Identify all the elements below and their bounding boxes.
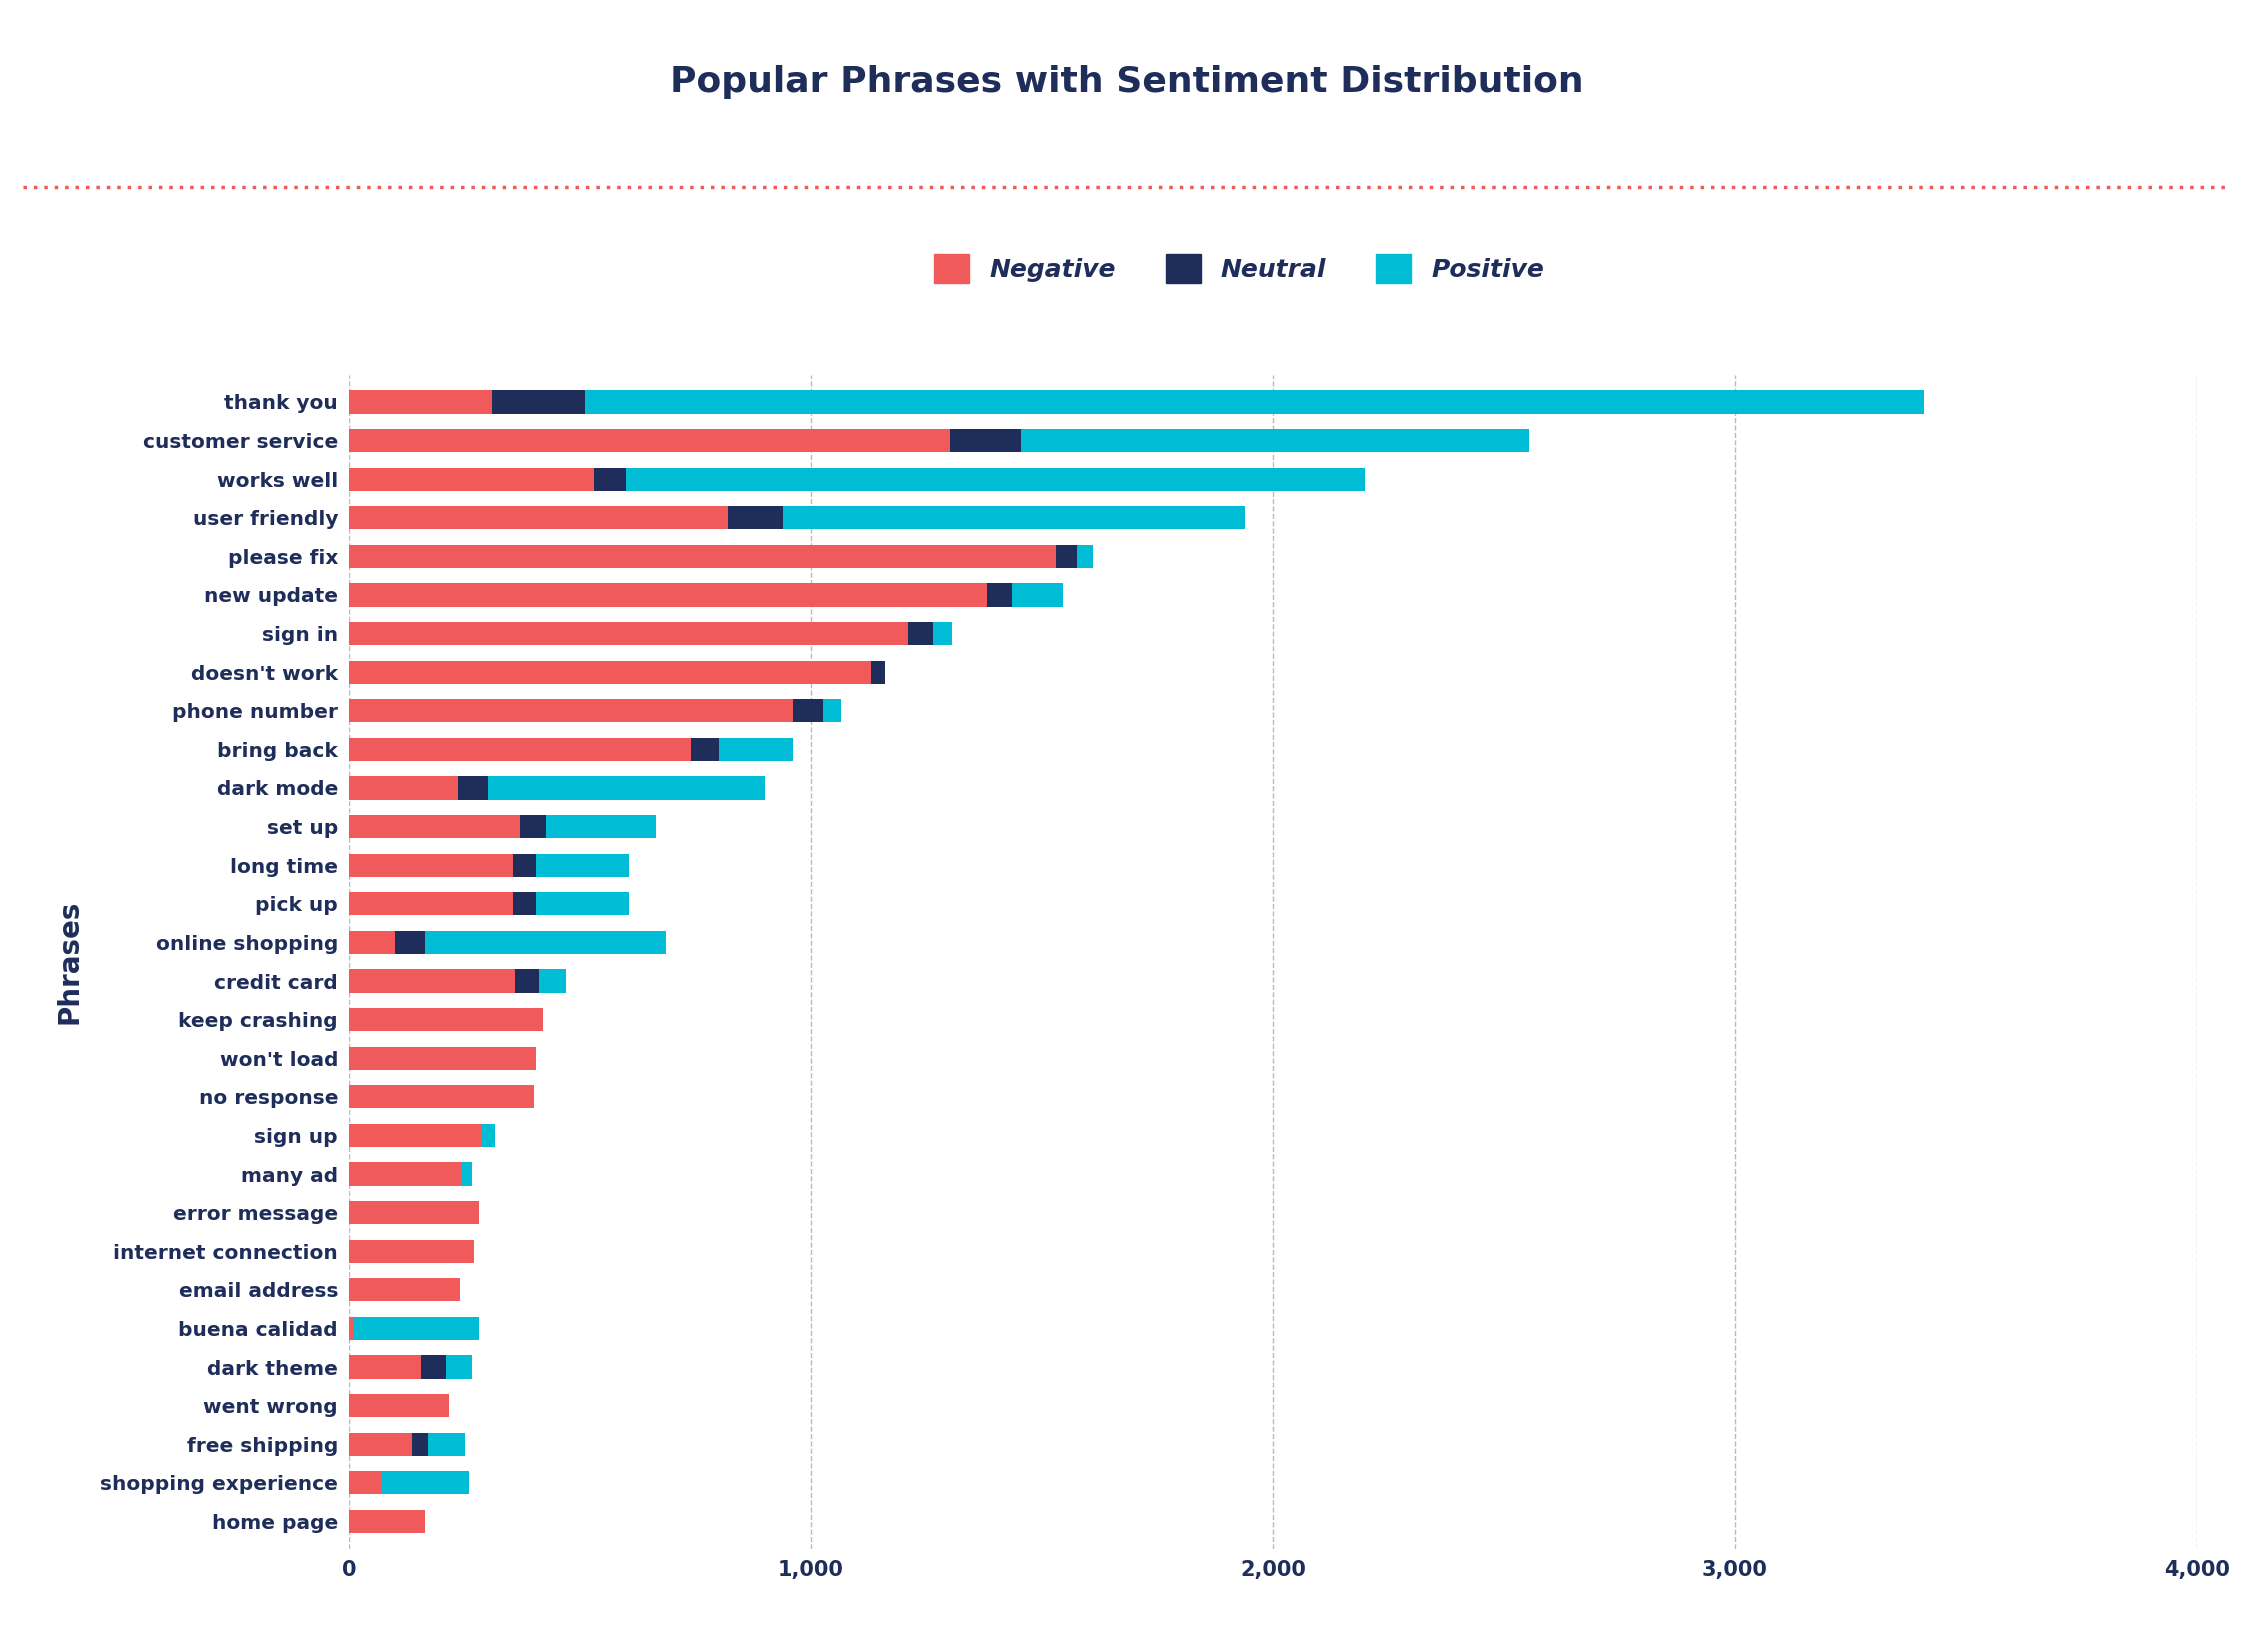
Bar	[428, 1433, 464, 1456]
Bar	[692, 738, 719, 761]
Bar	[487, 776, 764, 800]
Bar	[822, 699, 840, 722]
Bar	[349, 854, 514, 877]
Bar	[987, 584, 1012, 606]
Bar	[545, 815, 656, 838]
Bar	[480, 1123, 496, 1148]
Bar	[349, 1007, 543, 1032]
Bar	[516, 970, 538, 993]
Bar	[349, 738, 692, 761]
Bar	[349, 429, 951, 452]
Bar	[493, 390, 586, 414]
Bar	[349, 584, 987, 606]
Legend: Negative, Neutral, Positive: Negative, Neutral, Positive	[924, 244, 1555, 293]
Bar	[349, 1356, 421, 1379]
Bar	[349, 1509, 426, 1534]
Bar	[349, 660, 872, 683]
Bar	[446, 1356, 471, 1379]
Bar	[349, 1201, 478, 1224]
Bar	[520, 815, 545, 838]
Bar	[349, 699, 793, 722]
Bar	[462, 1162, 471, 1185]
Bar	[719, 738, 793, 761]
Bar	[586, 390, 1924, 414]
Bar	[784, 507, 1246, 530]
Bar	[394, 931, 426, 954]
Bar	[908, 623, 933, 645]
Bar	[1077, 544, 1093, 567]
Bar	[412, 1433, 428, 1456]
Bar	[349, 1086, 534, 1108]
Bar	[457, 776, 487, 800]
Bar	[536, 854, 629, 877]
Bar	[349, 1278, 460, 1301]
Bar	[538, 970, 566, 993]
Bar	[426, 931, 665, 954]
Bar	[349, 776, 457, 800]
Bar	[349, 623, 908, 645]
Bar	[1012, 584, 1063, 606]
Bar	[349, 1162, 462, 1185]
Bar	[349, 892, 514, 916]
Bar	[514, 854, 536, 877]
Bar	[349, 815, 520, 838]
Bar	[349, 390, 493, 414]
Bar	[349, 1394, 448, 1416]
Bar	[1057, 544, 1077, 567]
Bar	[536, 892, 629, 916]
Bar	[933, 623, 953, 645]
Bar	[349, 1317, 354, 1340]
Bar	[626, 468, 1365, 491]
Bar	[421, 1356, 446, 1379]
Bar	[349, 507, 728, 530]
Bar	[1021, 429, 1530, 452]
Bar	[349, 931, 394, 954]
Text: Popular Phrases with Sentiment Distribution: Popular Phrases with Sentiment Distribut…	[669, 65, 1584, 99]
Y-axis label: Phrases: Phrases	[56, 900, 83, 1024]
Bar	[349, 468, 595, 491]
Bar	[349, 970, 516, 993]
Bar	[349, 1123, 480, 1148]
Bar	[514, 892, 536, 916]
Bar	[951, 429, 1021, 452]
Bar	[793, 699, 822, 722]
Bar	[728, 507, 784, 530]
Bar	[872, 660, 885, 683]
Bar	[349, 1046, 536, 1069]
Bar	[349, 544, 1057, 567]
Bar	[381, 1472, 469, 1495]
Bar	[595, 468, 626, 491]
Bar	[349, 1472, 381, 1495]
Bar	[349, 1433, 412, 1456]
Bar	[349, 1240, 473, 1263]
Bar	[354, 1317, 478, 1340]
